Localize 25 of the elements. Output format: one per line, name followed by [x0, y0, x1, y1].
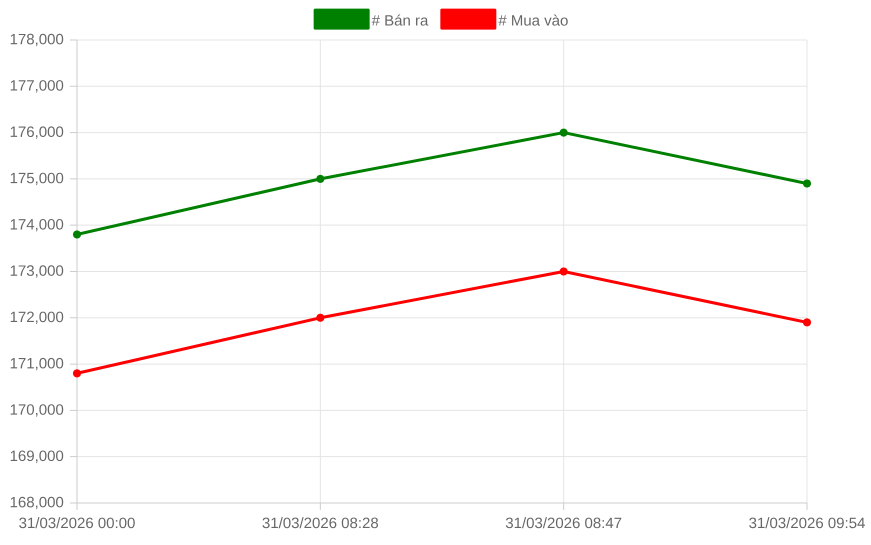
y-tick-label: 168,000 [10, 496, 64, 510]
x-tick-label: 31/03/2026 08:28 [262, 517, 378, 528]
point [802, 179, 812, 188]
point [316, 314, 324, 322]
point [316, 174, 324, 183]
point [72, 369, 82, 378]
y-tick-label: 177,000 [10, 80, 64, 92]
y-tick-label: 172,000 [10, 312, 64, 324]
x-tick-label: 31/03/2026 00:00 [19, 517, 135, 528]
x-tick-label: 31/03/2026 08:47 [506, 517, 622, 528]
y-tick-label: 171,000 [10, 358, 64, 370]
y-tick-label: 169,000 [10, 450, 64, 463]
point [72, 230, 82, 239]
y-tick-label: 175,000 [10, 172, 64, 186]
y-tick-label: 173,000 [10, 265, 64, 278]
legend-label: # Bán ra [372, 14, 428, 26]
point [560, 267, 568, 276]
x-tick-label: 31/03/2026 09:54 [749, 517, 865, 528]
y-tick-label: 170,000 [10, 404, 64, 417]
point [560, 128, 568, 137]
y-tick-label: 176,000 [10, 126, 64, 139]
point [802, 318, 812, 326]
y-tick-label: 178,000 [10, 34, 64, 46]
y-tick-label: 174,000 [10, 218, 64, 232]
legend-label: # Mua vào [498, 14, 568, 26]
